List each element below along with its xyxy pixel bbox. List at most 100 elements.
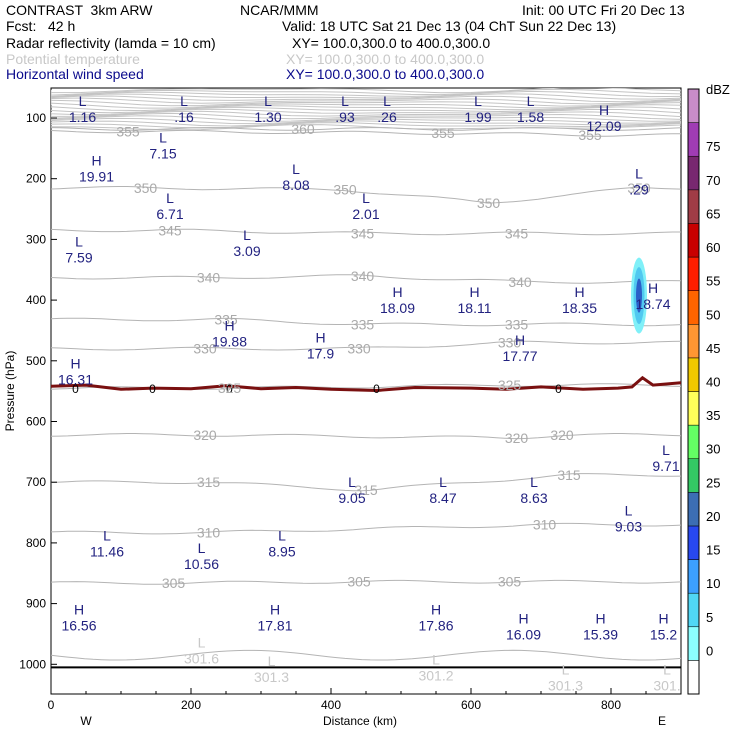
theta-label: 320 — [193, 427, 217, 443]
wind-extremum-value: 8.47 — [429, 490, 456, 506]
theta-label: 320 — [505, 430, 529, 446]
wind-extremum-low: L — [635, 166, 643, 182]
theta-label: 315 — [354, 482, 378, 498]
wind-extremum-value: 16.09 — [506, 627, 541, 643]
valid-time: Valid: 18 UTC Sat 21 Dec 13 (04 ChT Sun … — [282, 18, 617, 34]
wind-extremum-low: L — [474, 93, 482, 109]
colorbar-swatch — [687, 223, 700, 258]
theta-label: 360 — [291, 121, 315, 137]
colorbar-level-label: 40 — [706, 375, 720, 390]
theta-min-value: 301.6 — [184, 650, 219, 666]
wind-extremum-high: H — [224, 317, 234, 333]
theta-label: 325 — [218, 380, 242, 396]
wind-extremum-value: 18.74 — [635, 296, 670, 312]
field-wind-xy: XY= 100.0,300.0 to 400.0,300.0 — [286, 66, 485, 82]
colorbar-swatch — [687, 391, 700, 426]
y-tick-label: 400 — [26, 293, 46, 307]
colorbar-swatch — [687, 525, 700, 560]
wind-extremum-value: 9.71 — [652, 458, 679, 474]
colorbar-level-label: 10 — [706, 576, 720, 591]
colorbar-swatch — [687, 458, 700, 493]
wind-extremum-low: L — [662, 442, 670, 458]
theta-label: 355 — [431, 125, 455, 141]
wind-extremum-high: H — [469, 284, 479, 300]
wind-extremum-low: L — [278, 527, 286, 543]
wind-extremum-low: L — [341, 93, 349, 109]
colorbar-swatch — [687, 492, 700, 527]
theta-label: 345 — [351, 225, 375, 241]
wind-extremum-value: 15.2 — [650, 627, 677, 643]
wind-extremum-value: 16.56 — [61, 618, 96, 634]
colorbar-swatch — [687, 122, 700, 157]
theta-label: 315 — [557, 467, 581, 483]
colorbar-level-label: 35 — [706, 408, 720, 423]
colorbar-level-label: 50 — [706, 307, 720, 322]
wind-extremum-value: 12.09 — [586, 118, 621, 134]
wind-extremum-value: .26 — [377, 109, 397, 125]
theta-label: 305 — [162, 575, 186, 591]
stratosphere-contour — [51, 120, 681, 127]
wind-extremum-value: 7.15 — [149, 145, 176, 161]
wind-extremum-low: L — [292, 161, 300, 177]
colorbar-swatch — [687, 357, 700, 392]
wind-extremum-low: L — [530, 474, 538, 490]
wind-extremum-low: L — [198, 540, 206, 556]
theta-label: 310 — [197, 525, 221, 541]
y-tick-label: 300 — [26, 232, 46, 246]
wind-extremum-value: 9.03 — [615, 519, 642, 535]
colorbar-level-label: 25 — [706, 475, 720, 490]
theta-contour-360 — [51, 127, 681, 131]
wind-extremum-value: 7.59 — [65, 250, 92, 266]
wind-extremum-high: H — [392, 284, 402, 300]
theta-min-letter: L — [432, 651, 440, 667]
colorbar-swatch — [687, 88, 700, 123]
wind-extremum-value: 19.91 — [79, 168, 114, 184]
theta-min-value: 301.2 — [418, 667, 453, 683]
x-axis-title: Distance (km) — [323, 714, 397, 728]
theta-label: 350 — [134, 180, 158, 196]
colorbar-level-label: 65 — [706, 206, 720, 221]
colorbar-swatch — [687, 424, 700, 459]
x-end-label-west: W — [80, 714, 92, 728]
wind-extremum-low: L — [527, 93, 535, 109]
theta-min-value: 301. — [653, 678, 680, 694]
theta-min-letter: L — [198, 634, 206, 650]
wind-extremum-value: .93 — [335, 109, 355, 125]
wind-extremum-low: L — [79, 93, 87, 109]
stratosphere-contour — [51, 106, 681, 114]
y-tick-label: 200 — [26, 172, 46, 186]
theta-min-value: 301.3 — [548, 678, 583, 694]
theta-label: 350 — [627, 180, 651, 196]
zero-isotach-label: 0 — [226, 382, 233, 396]
wind-extremum-value: 8.08 — [282, 177, 309, 193]
wind-extremum-low: L — [625, 503, 633, 519]
stratosphere-contour — [51, 104, 681, 112]
colorbar-level-label: 70 — [706, 173, 720, 188]
stratosphere-contour — [51, 93, 681, 100]
theta-label: 350 — [477, 195, 501, 211]
y-tick-label: 700 — [26, 475, 46, 489]
y-tick-label: 100 — [26, 111, 46, 125]
wind-extremum-value: 18.11 — [458, 300, 492, 316]
wind-extremum-value: 6.71 — [156, 206, 183, 222]
colorbar-swatch — [687, 592, 700, 628]
dbz-colorbar: 0 5 10 15 20 25 30 35 40 45 50 55 60 65 70 75 dBZ — [687, 82, 730, 695]
colorbar-level-label: 75 — [706, 139, 720, 154]
wind-extremum-high: H — [648, 280, 658, 296]
stratosphere-contour — [51, 102, 681, 109]
wind-extremum-value: 17.86 — [418, 618, 453, 634]
field-wind-title: Horizontal wind speed — [6, 66, 144, 82]
x-end-label-east: E — [658, 714, 666, 728]
theta-contour-315 — [51, 473, 681, 492]
wind-extremum-low: L — [103, 527, 111, 543]
theta-min-letter: L — [663, 662, 671, 678]
x-tick-label: 400 — [321, 698, 341, 712]
theta-label: 305 — [347, 574, 371, 590]
theta-contour-340 — [51, 274, 681, 284]
org-title: NCAR/MMM — [240, 2, 319, 18]
wind-extremum-value: 8.95 — [268, 543, 295, 559]
colorbar-swatch — [687, 559, 700, 594]
wind-extremum-high: H — [270, 602, 280, 618]
wind-extremum-value: 17.9 — [307, 346, 334, 362]
wind-extremum-low: L — [362, 190, 370, 206]
